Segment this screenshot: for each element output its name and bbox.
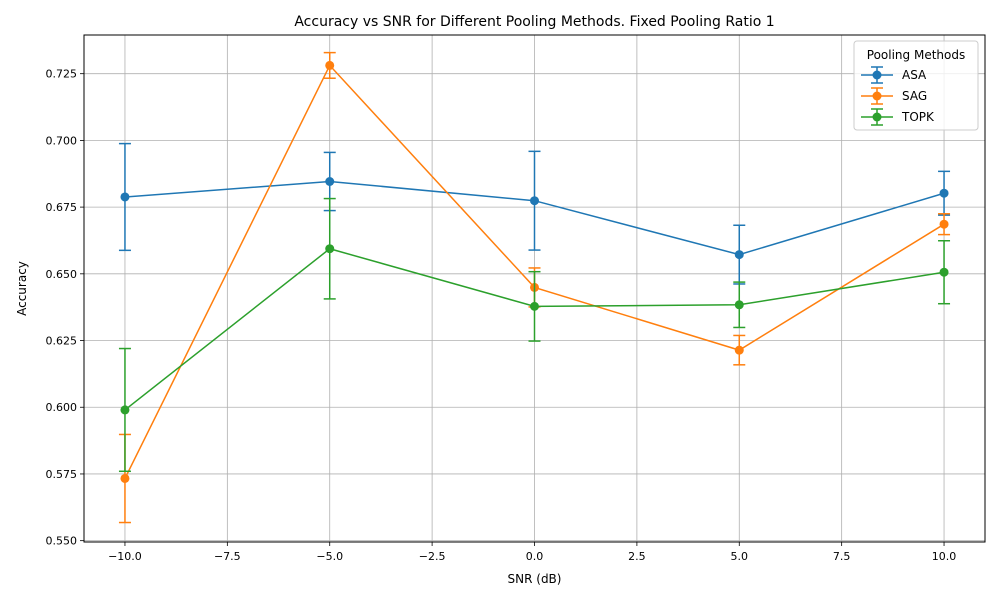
x-tick-label: 2.5 [628,550,646,563]
data-point-sag [120,473,130,483]
x-axis-label: SNR (dB) [508,572,562,586]
legend-label-asa: ASA [902,68,927,82]
series-asa [118,142,951,285]
y-axis-label: Accuracy [15,261,29,316]
data-point-topk [530,301,539,311]
y-tick-label: 0.650 [46,268,78,281]
data-point-topk [734,300,744,310]
axes: −10.0 −7.5 −5.0 −2.5 0.0 2.5 5.0 7.5 10.0 0.550 0.… [46,68,957,563]
data-point-asa [734,250,744,260]
y-tick-label: 0.675 [46,201,78,214]
legend-marker [872,70,882,80]
data-point-asa [530,196,539,206]
y-tick-label: 0.550 [46,535,78,548]
y-tick-label: 0.575 [46,468,78,481]
legend-box [853,40,979,131]
y-tick-label: 0.700 [46,134,78,147]
legend-marker [872,112,882,122]
x-tick-label: 0.0 [526,550,544,563]
data-point-sag [734,345,744,355]
legend-item-topk: TOPK [861,108,935,126]
y-tick-label: 0.600 [46,401,78,414]
x-tick-label: 10.0 [932,550,957,563]
legend-marker [872,91,882,101]
data-point-topk [939,267,949,277]
data-point-asa [939,188,949,198]
x-tick-label: −5.0 [316,550,343,563]
data-point-topk [120,405,130,415]
x-tick-label: 7.5 [833,550,851,563]
series-layer [118,51,951,524]
y-tick-label: 0.725 [46,68,78,81]
x-tick-label: −10.0 [108,550,142,563]
x-tick-label: −2.5 [419,550,446,563]
series-topk [118,197,951,473]
data-point-asa [120,192,130,202]
x-tick-label: −7.5 [214,550,241,563]
legend-label-topk: TOPK [901,110,935,124]
x-tick-label: 5.0 [731,550,749,563]
y-tick-label: 0.625 [46,335,78,348]
legend: Pooling Methods ASA SAG TOPK [853,40,979,131]
chart-title: Accuracy vs SNR for Different Pooling Me… [294,14,774,30]
data-point-asa [325,176,335,186]
legend-title: Pooling Methods [867,48,965,62]
data-point-sag [939,219,949,229]
data-point-sag [325,60,335,70]
legend-label-sag: SAG [902,89,927,103]
data-point-topk [325,244,335,254]
legend-item-asa: ASA [861,66,927,84]
legend-item-sag: SAG [861,87,927,105]
